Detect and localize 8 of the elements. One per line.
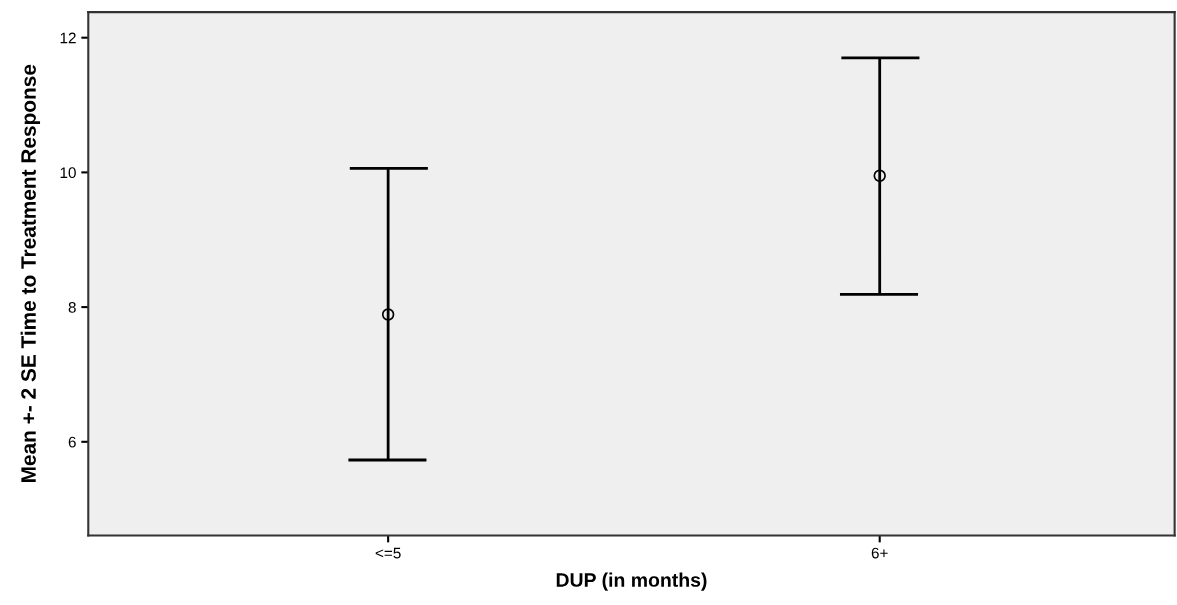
y-tick-label: 8 <box>68 301 76 313</box>
y-tick-label: 12 <box>60 32 76 44</box>
y-axis-title: Mean +- 2 SE Time to Treatment Response <box>20 64 41 483</box>
x-tick-label: 6+ <box>871 547 888 559</box>
y-tick-label: 6 <box>68 436 76 448</box>
x-axis-title: DUP (in months) <box>556 572 707 591</box>
y-tick-label: 10 <box>60 167 76 179</box>
x-tick-label: <=5 <box>375 547 401 559</box>
